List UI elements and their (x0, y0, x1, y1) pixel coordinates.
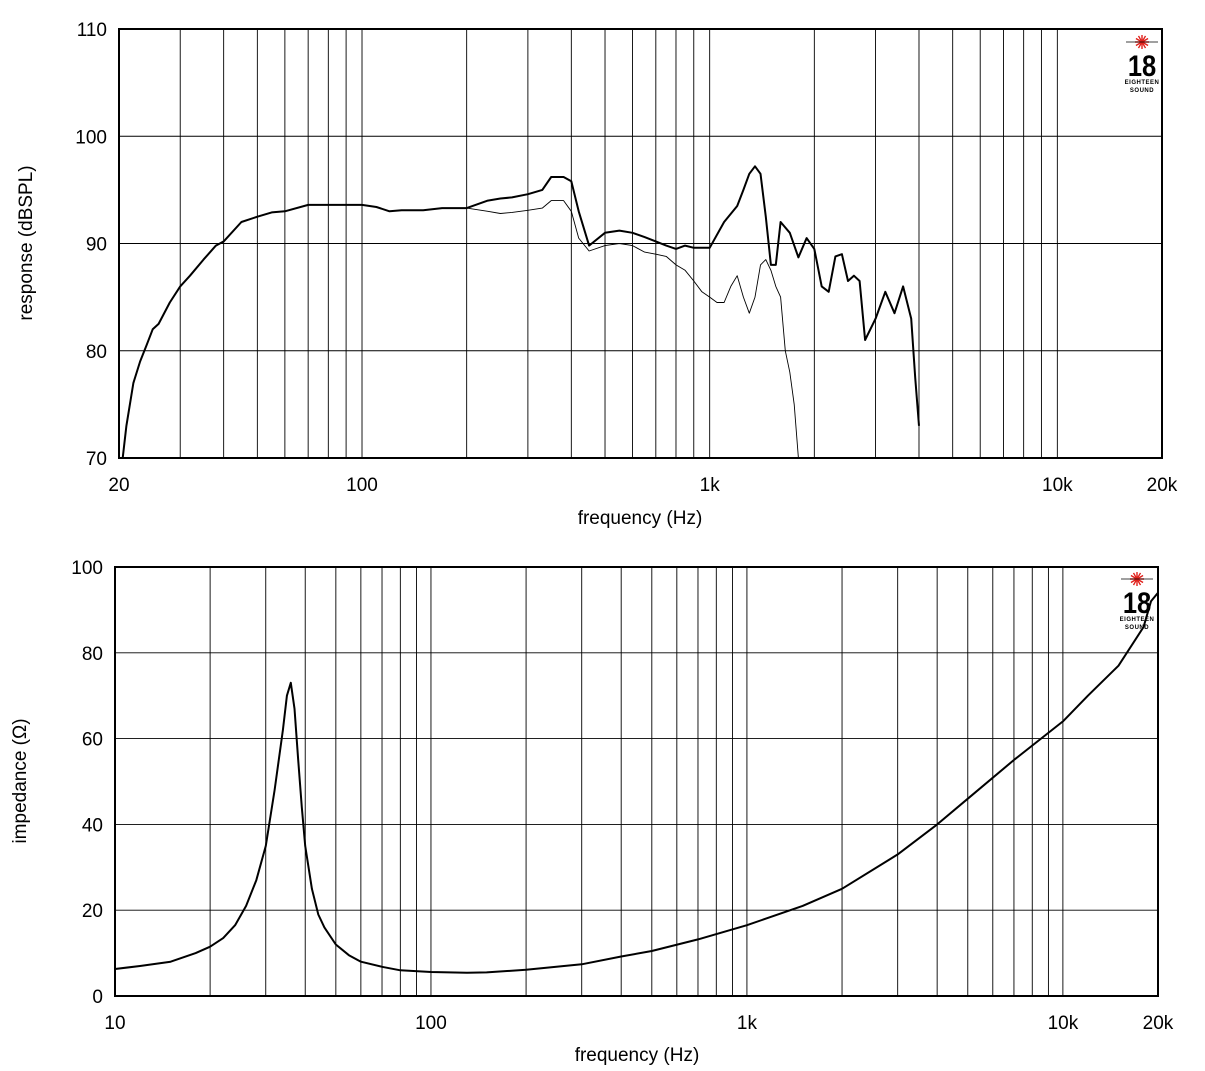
y-tick-label: 90 (86, 235, 107, 256)
on-axis-response-curve (121, 165, 920, 459)
y-tick-label: 20 (82, 901, 103, 922)
x-tick-label: 20 (108, 475, 129, 496)
y-tick-label: 0 (92, 987, 103, 1008)
y-tick-label: 100 (71, 558, 103, 579)
response-plot-frame (118, 28, 1163, 459)
logo-text-sound: SOUND (1125, 625, 1149, 631)
y-tick-label: 110 (77, 20, 107, 41)
response-chart: 70 80 90 100 110 20 100 1k 10k 20k response (dBSP… (16, 20, 1178, 529)
y-tick-label: 70 (86, 449, 107, 470)
logo-number: 18 (1123, 586, 1151, 619)
x-tick-label: 1k (700, 475, 721, 496)
logo-text-sound: SOUND (1130, 88, 1154, 94)
impedance-tick-labels: 0 20 40 60 80 100 10 100 1k 10k 20k (71, 558, 1174, 1034)
response-grid (119, 29, 1162, 458)
x-tick-label: 10k (1048, 1013, 1079, 1034)
x-tick-label: 20k (1143, 1013, 1174, 1034)
logo-star-icon (1126, 35, 1158, 49)
x-tick-label: 1k (737, 1013, 758, 1034)
logo-star-icon (1121, 572, 1153, 586)
y-tick-label: 40 (82, 815, 103, 836)
off-axis-response-curve (466, 200, 799, 459)
x-tick-label: 10 (104, 1013, 125, 1034)
impedance-plot-frame (114, 566, 1159, 997)
impedance-curve (114, 592, 1159, 974)
x-tick-label: 100 (346, 475, 378, 496)
logo-number: 18 (1128, 49, 1156, 82)
brand-logo-top: 18 EIGHTEEN SOUND (1125, 35, 1160, 94)
impedance-x-axis-label: frequency (Hz) (575, 1045, 700, 1066)
y-tick-label: 60 (82, 730, 103, 751)
x-tick-label: 10k (1042, 475, 1073, 496)
response-y-axis-label: response (dBSPL) (16, 165, 37, 320)
impedance-grid (115, 567, 1158, 996)
x-tick-label: 100 (415, 1013, 447, 1034)
y-tick-label: 100 (75, 127, 107, 148)
response-x-axis-label: frequency (Hz) (578, 508, 703, 529)
brand-logo-bottom: 18 EIGHTEEN SOUND (1120, 572, 1155, 631)
logo-text-eighteen: EIGHTEEN (1120, 617, 1155, 623)
y-tick-label: 80 (82, 644, 103, 665)
response-tick-labels: 70 80 90 100 110 20 100 1k 10k 20k (75, 20, 1178, 496)
response-curves (121, 165, 920, 459)
impedance-y-axis-label: impedance (Ω) (10, 718, 31, 843)
y-tick-label: 80 (86, 342, 107, 363)
impedance-curve-line (114, 592, 1159, 974)
x-tick-label: 20k (1147, 475, 1178, 496)
logo-text-eighteen: EIGHTEEN (1125, 80, 1160, 86)
